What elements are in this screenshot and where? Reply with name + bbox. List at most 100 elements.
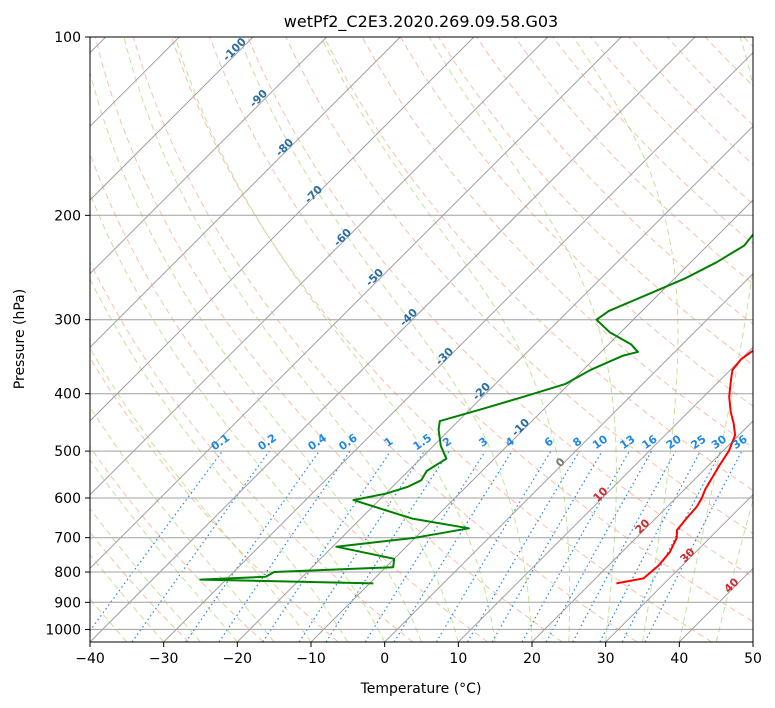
dry-adiabat	[323, 37, 753, 491]
dry-adiabat	[132, 37, 638, 642]
x-tick-label: 40	[670, 651, 688, 667]
moist-adiabat	[174, 37, 496, 642]
mixing-ratio-label: 16	[640, 432, 660, 452]
moist-adiabat	[90, 70, 422, 642]
mixing-ratio-line	[218, 450, 351, 642]
y-tick-label: 200	[54, 208, 81, 224]
mixing-ratio-label: 36	[730, 432, 750, 452]
x-tick-label: −40	[75, 651, 105, 667]
isotherm-label: 40	[722, 575, 742, 595]
dry-adiabat	[90, 152, 488, 642]
y-tick-label: 500	[54, 444, 81, 460]
plot-frame	[89, 36, 754, 643]
dry-adiabat	[90, 260, 414, 642]
mixing-ratio-line	[185, 450, 320, 642]
x-tick-label: −30	[149, 651, 179, 667]
x-tick-label: 10	[449, 651, 467, 667]
y-tick-label: 600	[54, 491, 81, 507]
y-tick-label: 1000	[45, 622, 81, 638]
mixing-ratio-line	[298, 450, 425, 642]
y-tick-label: 300	[54, 313, 81, 329]
dry-adiabat	[285, 37, 753, 535]
moist-adiabat	[90, 553, 165, 642]
isotherm-line	[90, 37, 622, 570]
temperature-line	[616, 349, 753, 585]
mixing-ratio-line	[521, 450, 631, 642]
x-axis-label: Temperature (°C)	[360, 681, 482, 697]
x-tick-label: −10	[296, 651, 326, 667]
annotation-labels: 0.1 0.2 0.4 0.6 1 1.5 2 3 4 6 8 10 13 16 20 25 30 36-100-…	[209, 35, 750, 596]
isotherm-label: 30	[678, 545, 698, 565]
isotherm-line	[310, 199, 753, 642]
dry-adiabat	[209, 37, 753, 623]
moist-adiabat	[90, 459, 238, 642]
isotherm-label: -70	[302, 183, 325, 206]
moist-adiabat	[752, 640, 753, 642]
y-tick-label: 100	[54, 30, 81, 46]
isotherm-line	[752, 641, 753, 642]
mixing-ratio-label: 10	[590, 432, 610, 452]
mixing-ratio-line	[262, 450, 392, 642]
x-tick-label: 0	[380, 651, 389, 667]
mixing-ratio-line	[644, 450, 743, 642]
moist-adiabat	[90, 406, 275, 642]
y-tick-label: 900	[54, 595, 81, 611]
isotherm-line	[457, 346, 753, 642]
y-tick-label: 400	[54, 387, 81, 403]
mixing-ratio-label: 3	[477, 435, 491, 450]
mixing-ratio-line	[599, 450, 702, 642]
mixing-ratio-label: 20	[664, 432, 684, 452]
isotherm-label: -10	[509, 416, 532, 439]
dry-adiabat	[704, 37, 753, 87]
moist-adiabat	[715, 497, 753, 642]
moist-adiabat	[123, 37, 459, 642]
isotherm-label: -30	[433, 345, 456, 368]
mixing-ratio-line	[90, 450, 223, 632]
dry-adiabat	[476, 37, 753, 325]
x-tick-label: 30	[597, 651, 615, 667]
isotherm-label: -80	[273, 136, 296, 159]
mixing-ratio-line	[393, 450, 513, 642]
mixing-ratio-label: 30	[709, 432, 729, 452]
mixing-ratio-label: 0.1	[209, 431, 232, 453]
mixing-ratio-line	[364, 450, 486, 642]
isotherm-line	[90, 37, 696, 642]
moist-adiabat	[572, 37, 679, 642]
dry-adiabat	[437, 37, 753, 366]
y-tick-label: 700	[54, 531, 81, 547]
dry-adiabat	[90, 446, 264, 642]
chart-title: wetPf2_C2E3.2020.269.09.58.G03	[284, 12, 558, 32]
moist-adiabat	[90, 192, 386, 642]
axis-ticks: −40 −30 −20 −10 0 10 20 30 40 5010020030040050060…	[45, 30, 762, 667]
isotherm-line	[384, 272, 753, 642]
dry-adiabat	[94, 37, 563, 642]
mixing-ratio-line	[466, 450, 580, 642]
mixing-ratio-label: 13	[617, 433, 637, 452]
moist-adiabat	[428, 37, 617, 642]
x-tick-label: 20	[523, 651, 541, 667]
moist-adiabat	[238, 37, 533, 642]
moist-adiabat	[90, 598, 128, 642]
dry-adiabat	[552, 37, 753, 245]
x-tick-label: 50	[744, 651, 762, 667]
dry-adiabat	[247, 37, 753, 578]
isotherm-line	[163, 51, 753, 642]
mixing-ratio-line	[572, 450, 677, 642]
y-axis-label: Pressure (hPa)	[12, 289, 28, 389]
isotherm-label: -100	[220, 35, 249, 64]
isotherm-line	[90, 37, 401, 349]
isotherm-label: 20	[633, 516, 653, 536]
isotherm-label: -90	[247, 87, 270, 110]
isotherm-label: 0	[553, 455, 568, 470]
isotherm-line	[90, 37, 328, 275]
mixing-ratio-label: 25	[688, 433, 708, 452]
isotherm-label: -40	[397, 306, 420, 329]
dry-adiabat	[743, 37, 753, 48]
moist-adiabat	[90, 507, 201, 642]
mixing-ratio-label: 0.4	[306, 431, 330, 453]
grid-lines	[90, 37, 753, 642]
isotherm-label: -20	[470, 380, 493, 403]
mixing-ratio-label: 8	[571, 435, 585, 450]
x-tick-label: −20	[223, 651, 253, 667]
